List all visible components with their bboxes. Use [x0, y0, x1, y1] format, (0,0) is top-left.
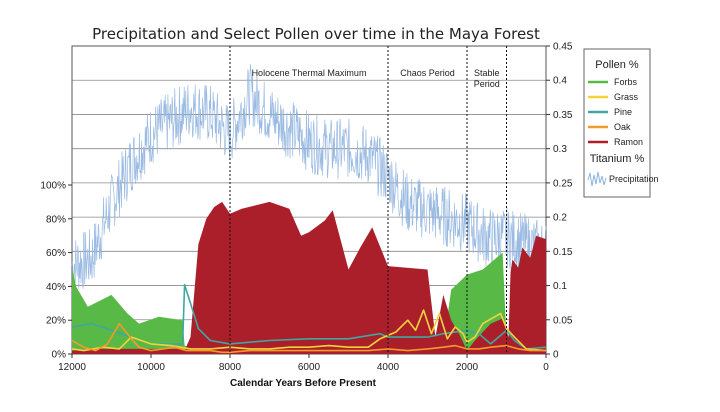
legend-box: [583, 48, 651, 198]
legend-label-grass: Grass: [614, 92, 639, 102]
series-forbs: [72, 252, 509, 354]
y-right-tick-label-1: 0.05: [553, 315, 573, 326]
y-right-tick-label-4: 0.2: [553, 213, 567, 224]
y-left-tick-label-5: 100%: [40, 181, 66, 192]
y-right-tick-label-6: 0.3: [553, 144, 567, 155]
chart-title: Precipitation and Select Pollen over tim…: [92, 25, 540, 43]
plot-area: Holocene Thermal Maximum Chaos Period Stab…: [40, 42, 572, 374]
legend-swatch-precipitation: [587, 171, 607, 187]
x-tick-label-4: 4000: [377, 362, 400, 373]
y-right-tick-label-9: 0.45: [553, 42, 573, 53]
legend-label-forbs: Forbs: [614, 77, 638, 87]
legend-label-ramon: Ramon: [614, 137, 643, 147]
period-label-2: Stable Period: [474, 68, 500, 89]
x-tick-label-3: 6000: [298, 362, 321, 373]
legend-label-oak: Oak: [614, 122, 631, 132]
y-right-tick-label-0: 0: [553, 350, 559, 361]
period-label-1: Chaos Period: [400, 68, 455, 78]
x-tick-label-5: 2000: [456, 362, 479, 373]
x-tick-label-6: 0: [543, 362, 549, 373]
legend-label-pine: Pine: [614, 107, 632, 117]
y-right-tick-label-2: 0.1: [553, 281, 567, 292]
legend-pollen-title: Pollen %: [595, 59, 639, 71]
y-left-tick-label-3: 60%: [46, 248, 66, 259]
y-left-tick-label-1: 20%: [46, 316, 66, 327]
x-tick-label-2: 8000: [219, 362, 242, 373]
x-tick-label-1: 10000: [137, 362, 165, 373]
y-left-tick-label-0: 0%: [52, 350, 67, 361]
legend-label-precipitation: Precipitation: [609, 174, 659, 184]
y-right-tick-label-5: 0.25: [553, 178, 573, 189]
period-label-0: Holocene Thermal Maximum: [252, 68, 367, 78]
y-right-tick-label-3: 0.15: [553, 247, 573, 258]
series-oak: [71, 322, 546, 354]
series-ramon: [72, 201, 546, 354]
legend: Pollen % Forbs Grass Pine Oak Ramon Titanium %…: [583, 48, 659, 198]
legend-titanium-title: Titanium %: [590, 153, 645, 165]
y-left-tick-label-2: 40%: [46, 282, 66, 293]
x-axis-label: Calendar Years Before Present: [230, 378, 377, 389]
x-tick-label-0: 12000: [58, 362, 86, 373]
y-right-tick-label-8: 0.4: [553, 76, 567, 87]
y-left-tick-label-4: 80%: [46, 214, 66, 225]
y-right-tick-label-7: 0.35: [553, 110, 573, 121]
